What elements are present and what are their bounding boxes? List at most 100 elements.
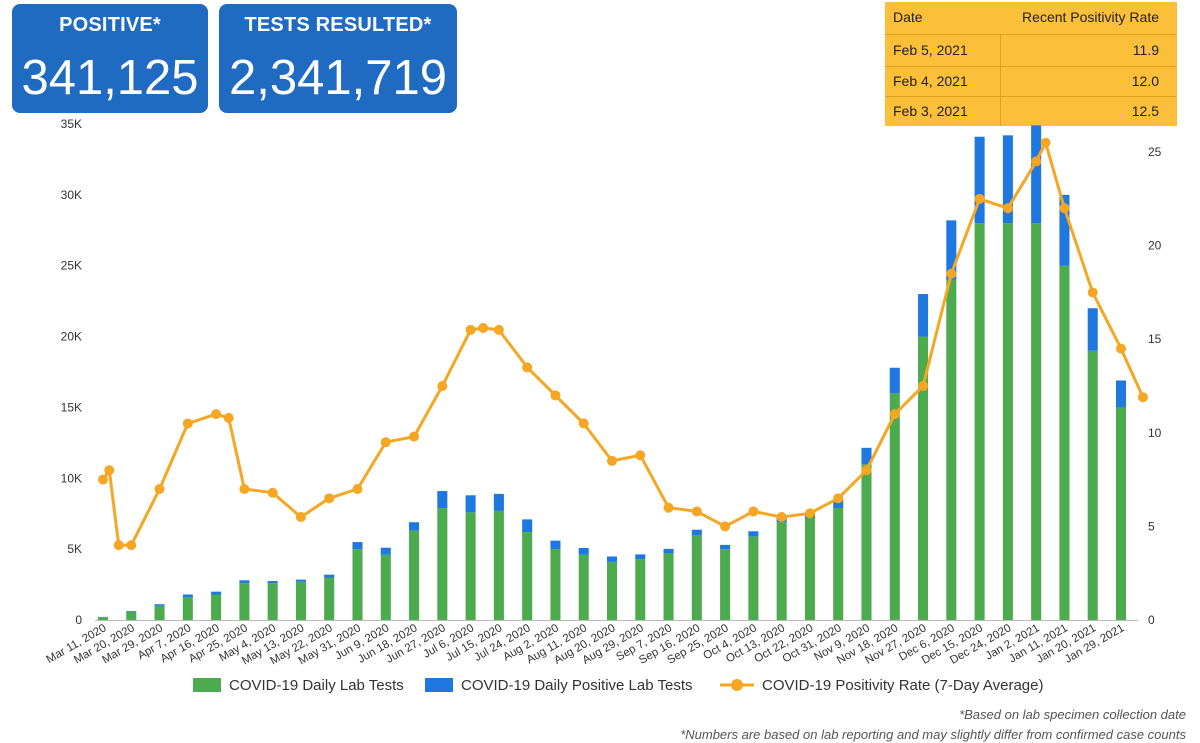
- table-cell-rate: 12.0: [1131, 73, 1159, 89]
- tests-bar: [1087, 350, 1098, 620]
- tests-bar: [239, 583, 250, 620]
- tests-bar: [663, 553, 674, 620]
- positive-label: POSITIVE*: [59, 14, 161, 36]
- positive-bar: [974, 136, 985, 224]
- positive-bar: [748, 531, 759, 537]
- tests-resulted-value: 2,341,719: [229, 51, 447, 105]
- positive-bar: [720, 544, 731, 550]
- positivity-point: [113, 540, 124, 551]
- positive-bar: [833, 499, 844, 509]
- table-divider: [885, 66, 1177, 67]
- positivity-point: [182, 418, 193, 429]
- y-left-tick-label: 35K: [61, 117, 82, 131]
- positivity-point: [437, 381, 448, 392]
- positive-bar: [946, 220, 957, 280]
- positive-bar: [154, 604, 165, 606]
- footnote-specimen-date: *Based on lab specimen collection date: [959, 707, 1186, 722]
- positive-bar: [1059, 194, 1070, 266]
- table-cell-date: Feb 5, 2021: [893, 42, 968, 58]
- positivity-point: [918, 381, 929, 392]
- tests-bar: [776, 522, 787, 620]
- tests-bar: [380, 554, 391, 620]
- legend-swatch-point: [731, 679, 743, 691]
- positivity-point: [295, 512, 306, 523]
- tests-bar: [1002, 223, 1013, 620]
- table-column-divider: [1000, 34, 1001, 126]
- y-right-tick-label: 10: [1148, 426, 1162, 440]
- tests-bar: [720, 549, 731, 620]
- tests-bar: [465, 512, 476, 620]
- positive-bar: [211, 591, 222, 595]
- tests-bar: [126, 611, 137, 620]
- positivity-point: [861, 465, 872, 476]
- tests-bar: [409, 530, 420, 620]
- positivity-point: [663, 502, 674, 513]
- y-left-tick-label: 0: [75, 613, 82, 627]
- tests-bar: [833, 508, 844, 620]
- positivity-point: [607, 455, 617, 466]
- tests-bar: [918, 336, 929, 620]
- tests-bar: [578, 554, 589, 620]
- positivity-point: [691, 506, 702, 517]
- positive-bar: [267, 581, 278, 584]
- positivity-point: [522, 362, 533, 373]
- positive-bar: [409, 522, 420, 531]
- table-header-date: Date: [893, 9, 923, 25]
- tests-bar: [861, 464, 872, 620]
- positivity-point: [974, 193, 985, 204]
- positivity-point: [1040, 137, 1051, 148]
- tests-bar: [635, 559, 646, 620]
- positivity-point: [324, 493, 335, 504]
- tests-bar: [324, 577, 335, 620]
- y-right-tick-label: 20: [1148, 239, 1162, 253]
- tests-bar: [1059, 265, 1070, 620]
- positivity-point: [1002, 203, 1013, 214]
- table-row: Feb 4, 2021 12.0: [885, 66, 1177, 97]
- positivity-point: [239, 483, 250, 494]
- y-left-tick-label: 25K: [61, 259, 82, 273]
- positive-bar: [295, 579, 306, 582]
- table-header-row: Date Recent Positivity Rate: [885, 2, 1177, 33]
- footnote-lab-reporting: *Numbers are based on lab reporting and …: [680, 727, 1186, 742]
- positive-bar: [635, 554, 646, 560]
- positive-bar: [606, 556, 618, 562]
- positive-bar: [1115, 380, 1127, 408]
- positive-bar: [889, 367, 900, 394]
- positive-bar: [1031, 125, 1042, 224]
- tests-bar: [889, 393, 900, 620]
- positivity-point: [889, 409, 900, 420]
- positivity-point: [946, 268, 957, 279]
- table-cell-rate: 11.9: [1132, 42, 1159, 58]
- positivity-rate-table: Date Recent Positivity Rate Feb 5, 2021 …: [885, 2, 1177, 126]
- tests-bar: [804, 517, 815, 620]
- tests-bar: [182, 597, 193, 620]
- positivity-point: [223, 412, 234, 423]
- positivity-point: [409, 431, 420, 442]
- tests-bar: [493, 510, 504, 620]
- tests-bar: [211, 594, 222, 620]
- positivity-point: [776, 512, 787, 523]
- tests-resulted-card: TESTS RESULTED* 2,341,719: [219, 4, 457, 113]
- positivity-point: [1116, 343, 1126, 354]
- positive-bar: [437, 491, 448, 509]
- positive-bar: [352, 542, 363, 550]
- positive-value: 341,125: [21, 51, 199, 105]
- legend-label: COVID-19 Positivity Rate (7-Day Average): [762, 677, 1044, 694]
- positive-card: POSITIVE* 341,125: [12, 4, 208, 113]
- tests-bar: [946, 279, 957, 620]
- table-cell-date: Feb 3, 2021: [893, 103, 968, 119]
- tests-bar: [748, 536, 759, 620]
- y-left-tick-label: 20K: [61, 330, 82, 344]
- positive-bar: [1002, 135, 1013, 224]
- positivity-point: [550, 390, 561, 401]
- tests-bar: [550, 549, 561, 620]
- positivity-point: [154, 483, 165, 494]
- positive-bar: [578, 548, 589, 555]
- tests-bar: [267, 583, 278, 620]
- table-row: Feb 5, 2021 11.9: [885, 35, 1177, 66]
- positivity-point: [1031, 156, 1042, 167]
- positivity-point: [211, 409, 222, 420]
- table-divider: [885, 96, 1177, 97]
- positive-bar: [550, 540, 561, 550]
- y-right-tick-label: 25: [1148, 145, 1162, 159]
